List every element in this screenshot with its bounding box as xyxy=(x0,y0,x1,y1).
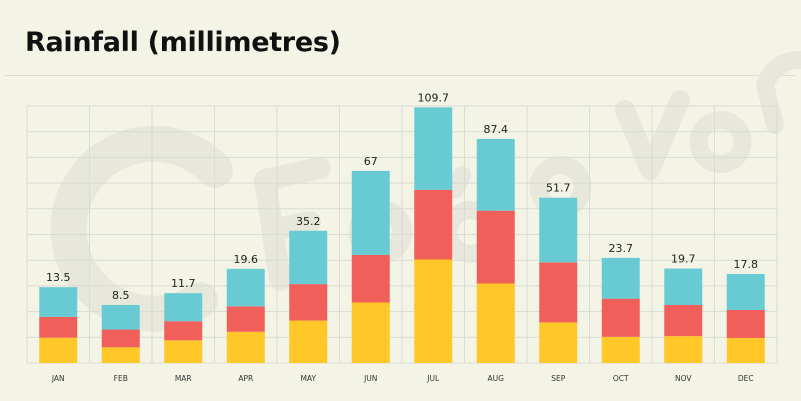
watermark-stroke xyxy=(50,125,233,332)
bar-segment-apr-0 xyxy=(226,331,265,363)
watermark-stroke xyxy=(615,90,690,180)
bar-segment-jan-2 xyxy=(39,287,78,317)
title-divider xyxy=(5,75,795,76)
bar-segment-dec-2 xyxy=(726,273,765,310)
bar-segment-dec-0 xyxy=(726,337,765,363)
x-tick-label: JUL xyxy=(426,374,440,383)
x-tick-label: JUN xyxy=(363,374,377,383)
bar-segment-aug-1 xyxy=(476,210,515,284)
bar-segment-mar-1 xyxy=(164,321,203,341)
total-label: 19.6 xyxy=(234,253,259,266)
bar-segment-sep-0 xyxy=(539,322,578,363)
total-label: 51.7 xyxy=(546,182,571,195)
bar-segment-mar-2 xyxy=(164,293,203,322)
bar-segment-jul-0 xyxy=(414,259,453,363)
x-tick-label: DEC xyxy=(738,374,754,383)
bar-segment-oct-1 xyxy=(601,298,640,337)
bar-segment-jun-0 xyxy=(351,302,390,363)
x-tick-label: OCT xyxy=(613,374,629,383)
bar-segment-sep-1 xyxy=(539,262,578,323)
total-label: 8.5 xyxy=(112,289,130,302)
bar-segment-aug-0 xyxy=(476,283,515,363)
bar-segment-jan-1 xyxy=(39,316,78,338)
total-label: 109.7 xyxy=(418,91,450,104)
x-tick-label: NOV xyxy=(675,374,692,383)
bar-segment-nov-1 xyxy=(664,304,703,337)
x-tick-label: MAR xyxy=(175,374,192,383)
bar-segment-jun-1 xyxy=(351,254,390,303)
bar-segment-jan-0 xyxy=(39,337,78,363)
bar-segment-apr-2 xyxy=(226,268,265,307)
bar-segment-may-1 xyxy=(289,284,328,321)
bar-segment-feb-0 xyxy=(101,347,140,363)
bar-segment-jul-2 xyxy=(414,107,453,190)
bar-segment-feb-1 xyxy=(101,329,140,348)
x-tick-label: JAN xyxy=(51,374,65,383)
total-label: 17.8 xyxy=(734,258,759,271)
total-label: 35.2 xyxy=(296,215,321,228)
watermark-stroke xyxy=(254,157,331,291)
total-label: 67 xyxy=(364,155,378,168)
bar-segment-jun-2 xyxy=(351,170,390,255)
x-tick-label: AUG xyxy=(488,374,505,383)
total-label: 87.4 xyxy=(484,123,509,136)
total-label: 13.5 xyxy=(46,271,71,284)
bar-segment-may-2 xyxy=(289,230,328,285)
bar-segment-aug-2 xyxy=(476,138,515,211)
watermark-stroke xyxy=(689,111,752,173)
x-tick-label: SEP xyxy=(551,374,565,383)
bar-segment-may-0 xyxy=(289,320,328,363)
bar-segment-apr-1 xyxy=(226,306,265,332)
bar-segment-feb-2 xyxy=(101,305,140,330)
bar-segment-oct-2 xyxy=(601,257,640,299)
bar-segment-jul-1 xyxy=(414,189,453,260)
chart-title: Rainfall (millimetres) xyxy=(25,27,341,58)
bar-segment-nov-2 xyxy=(664,268,703,305)
total-label: 11.7 xyxy=(171,277,196,290)
bar-segment-sep-2 xyxy=(539,197,578,263)
watermark-logo xyxy=(50,51,801,332)
bar-segment-nov-0 xyxy=(664,336,703,363)
bar-segment-oct-0 xyxy=(601,336,640,363)
total-label: 19.7 xyxy=(671,253,696,266)
x-tick-label: APR xyxy=(238,374,253,383)
watermark-stroke xyxy=(756,51,801,134)
x-tick-label: FEB xyxy=(114,374,128,383)
total-label: 23.7 xyxy=(609,242,634,255)
x-tick-label: MAY xyxy=(300,374,316,383)
bar-segment-dec-1 xyxy=(726,309,765,338)
bar-segment-mar-0 xyxy=(164,340,203,363)
